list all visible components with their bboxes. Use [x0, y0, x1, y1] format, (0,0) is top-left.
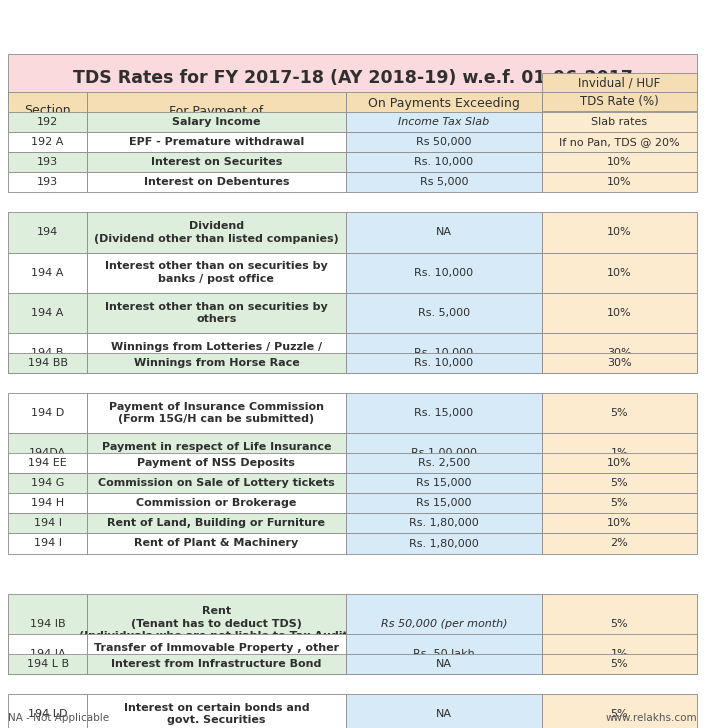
Text: 194 BB: 194 BB [27, 358, 68, 368]
Text: Interest on certain bonds and
govt. Securities: Interest on certain bonds and govt. Secu… [123, 703, 309, 725]
Text: 194 LD: 194 LD [28, 709, 68, 719]
Text: TDS Rate (%): TDS Rate (%) [580, 95, 659, 108]
Text: 10%: 10% [607, 458, 632, 468]
Text: Rs 50,000 (per month): Rs 50,000 (per month) [381, 619, 507, 629]
Text: Interest from Infrastructure Bond: Interest from Infrastructure Bond [111, 659, 321, 669]
Text: Rs 50,000: Rs 50,000 [416, 137, 472, 147]
Text: 194 IA: 194 IA [30, 649, 66, 659]
Text: 5%: 5% [611, 619, 628, 629]
Text: Invidual / HUF: Invidual / HUF [578, 76, 661, 89]
Text: Rs. 1,80,000: Rs. 1,80,000 [409, 518, 479, 529]
Text: 194 D: 194 D [31, 408, 64, 418]
Text: Rs 15,000: Rs 15,000 [416, 499, 472, 508]
Text: www.relakhs.com: www.relakhs.com [606, 713, 697, 723]
Text: Rs. 2,500: Rs. 2,500 [417, 458, 470, 468]
Text: 10%: 10% [607, 178, 632, 187]
Text: Interest on Debentures: Interest on Debentures [144, 178, 289, 187]
Text: 10%: 10% [607, 227, 632, 237]
Text: NA: NA [436, 709, 452, 719]
Text: EPF - Premature withdrawal: EPF - Premature withdrawal [129, 137, 304, 147]
Text: Commission on Sale of Lottery tickets: Commission on Sale of Lottery tickets [98, 478, 335, 488]
Text: Interest on Securites: Interest on Securites [151, 157, 282, 167]
Text: NA: NA [436, 227, 452, 237]
Text: 194 I: 194 I [34, 539, 61, 548]
Text: Interest other than on securities by
banks / post office: Interest other than on securities by ban… [105, 261, 328, 284]
Text: Interest other than on securities by
others: Interest other than on securities by oth… [105, 301, 328, 324]
Text: 30%: 30% [607, 358, 632, 368]
Text: Rs. 10,000: Rs. 10,000 [415, 268, 473, 277]
Text: If no Pan, TDS @ 20%: If no Pan, TDS @ 20% [559, 137, 680, 147]
Text: 194 H: 194 H [31, 499, 64, 508]
Text: Rs. 50 lakh: Rs. 50 lakh [413, 649, 474, 659]
Text: 194: 194 [37, 227, 59, 237]
Text: 1%: 1% [611, 448, 628, 458]
Text: Transfer of Immovable Property , other
than Agricultural land: Transfer of Immovable Property , other t… [94, 643, 339, 665]
Text: 194 I: 194 I [34, 518, 61, 529]
Text: Rent of Land, Building or Furniture: Rent of Land, Building or Furniture [107, 518, 326, 529]
Text: Rs. 10,000: Rs. 10,000 [415, 157, 473, 167]
Text: 10%: 10% [607, 308, 632, 317]
Text: Slab rates: Slab rates [591, 117, 648, 127]
Text: Rs. 5,000: Rs. 5,000 [418, 308, 470, 317]
Text: Payment in respect of Life Insurance
Policy: Payment in respect of Life Insurance Pol… [102, 442, 331, 464]
Text: 5%: 5% [611, 478, 628, 488]
Text: For Payment of: For Payment of [169, 105, 264, 117]
Text: 5%: 5% [611, 709, 628, 719]
Text: 5%: 5% [611, 499, 628, 508]
Text: TDS Rates for FY 2017-18 (AY 2018-19) w.e.f. 01-06-2017: TDS Rates for FY 2017-18 (AY 2018-19) w.… [73, 69, 632, 87]
Text: Rs. 15,000: Rs. 15,000 [415, 408, 473, 418]
Text: Rs 1,00,000: Rs 1,00,000 [411, 448, 477, 458]
Text: Section: Section [24, 105, 71, 117]
Text: Rent of Plant & Machinery: Rent of Plant & Machinery [134, 539, 298, 548]
Text: 10%: 10% [607, 268, 632, 277]
Text: 194 A: 194 A [32, 268, 64, 277]
Text: Rs 5,000: Rs 5,000 [419, 178, 468, 187]
Text: Payment of NSS Deposits: Payment of NSS Deposits [137, 458, 295, 468]
Text: 194DA: 194DA [29, 448, 66, 458]
Text: 10%: 10% [607, 518, 632, 529]
Text: 5%: 5% [611, 659, 628, 669]
Text: On Payments Exceeding
(Threshold limit): On Payments Exceeding (Threshold limit) [368, 97, 520, 125]
Text: Commission or Brokerage: Commission or Brokerage [136, 499, 297, 508]
Text: 194 IB: 194 IB [30, 619, 66, 629]
Text: Winnings from Lotteries / Puzzle /
Game: Winnings from Lotteries / Puzzle / Game [111, 341, 322, 364]
Text: Rs. 10,000: Rs. 10,000 [415, 358, 473, 368]
Text: Rent
(Tenant has to deduct TDS)
(Individuals who are not liable to Tax Audit): Rent (Tenant has to deduct TDS) (Individ… [80, 606, 353, 641]
Text: 192: 192 [37, 117, 59, 127]
Text: Winnings from Horse Race: Winnings from Horse Race [133, 358, 300, 368]
Text: Income Tax Slab: Income Tax Slab [398, 117, 489, 127]
Text: 10%: 10% [607, 157, 632, 167]
Text: 194 L B: 194 L B [27, 659, 68, 669]
Text: Rs. 10,000: Rs. 10,000 [415, 348, 473, 358]
Text: 192 A: 192 A [32, 137, 64, 147]
Text: 194 G: 194 G [31, 478, 64, 488]
Text: Payment of Insurance Commission
(Form 15G/H can be submitted): Payment of Insurance Commission (Form 15… [109, 402, 324, 424]
Text: 193: 193 [37, 178, 59, 187]
Text: 5%: 5% [611, 408, 628, 418]
Text: NA: NA [436, 659, 452, 669]
Text: 194 B: 194 B [32, 348, 64, 358]
Text: Rs. 1,80,000: Rs. 1,80,000 [409, 539, 479, 548]
Text: Rs 15,000: Rs 15,000 [416, 478, 472, 488]
Text: NA - Not Applicable: NA - Not Applicable [8, 713, 109, 723]
Text: 2%: 2% [611, 539, 628, 548]
Text: 1%: 1% [611, 649, 628, 659]
Text: Dividend
(Dividend other than listed companies): Dividend (Dividend other than listed com… [94, 221, 339, 244]
Text: 194 A: 194 A [32, 308, 64, 317]
Text: 194 EE: 194 EE [28, 458, 67, 468]
Text: 193: 193 [37, 157, 59, 167]
Text: Salary Income: Salary Income [172, 117, 261, 127]
Text: 30%: 30% [607, 348, 632, 358]
